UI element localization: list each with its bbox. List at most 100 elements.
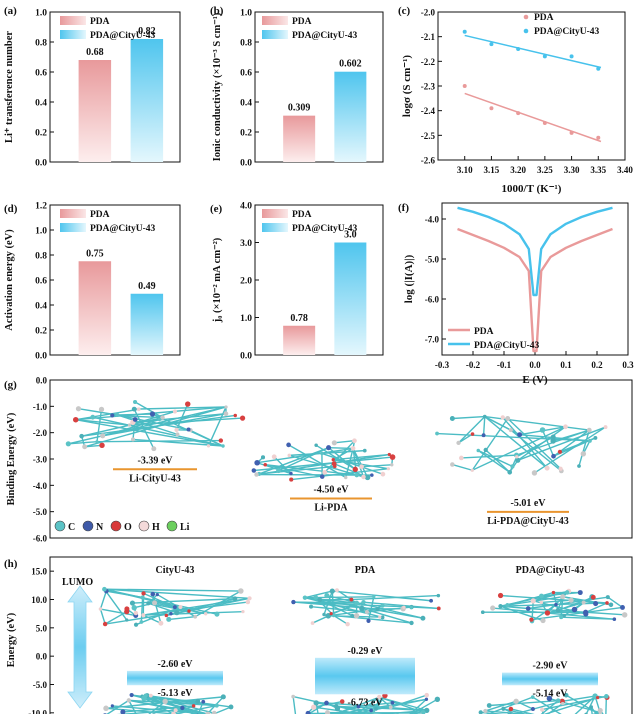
panel-h-lumo-orbital-0-atom — [139, 620, 144, 624]
panel-h-lumo-orbital-0-atom — [166, 616, 172, 622]
panel-h-gap-band-1 — [315, 657, 415, 695]
panel-h-lumo-orbital-0-atom — [178, 604, 183, 610]
panel-h-arrow-label: LUMO — [62, 577, 93, 588]
panel-g-structure-2-bond — [502, 416, 548, 469]
panel-e-ytick-label: 4.0 — [240, 202, 252, 212]
panel-h-homo-orbital-2-atom — [508, 706, 514, 712]
panel-h-homo-orbital-0-bond — [211, 706, 232, 714]
panel-h-lumo-orbital-1-atom — [345, 621, 350, 627]
panel-a-label: (a) — [4, 5, 17, 17]
panel-g-structure-2-atom — [550, 438, 556, 444]
panel-h-lumo-orbital-2-atom — [562, 613, 566, 618]
panel-h-homo-orbital-1-bond — [292, 696, 297, 714]
panel-g-structure-1-atom — [254, 459, 260, 466]
panel-h-lumo-orbital-0-atom — [247, 596, 252, 601]
panel-h-lumo-orbital-1-atom — [291, 599, 296, 605]
panel-h-lumo-orbital-0-atom — [193, 614, 198, 619]
panel-h-lumo-orbital-2-atom — [497, 592, 504, 599]
panel-e-bar-city — [334, 242, 367, 355]
panel-g-structure-0-atom — [224, 405, 228, 409]
panel-h-homo-value-0: -5.13 eV — [158, 688, 194, 699]
panel-h-homo-orbital-1-bond — [313, 706, 369, 714]
panel-g-structure-2-atom — [449, 416, 455, 421]
panel-g-structure-0-atom — [100, 433, 106, 439]
panel-g-structure-2-atom — [470, 432, 475, 436]
panel-g-structure-0 — [65, 399, 246, 452]
panel-h-ytick-label: -10.0 — [28, 708, 47, 714]
panel-h-homo-orbital-2-atom — [546, 695, 553, 702]
panel-h-lumo-orbital-1-atom — [409, 605, 413, 610]
panel-c-point-city — [489, 42, 494, 47]
panel-d-ytick-label: 0.0 — [35, 352, 47, 362]
panel-d-legend-swatch-pda — [60, 209, 86, 218]
panel-h-lumo-orbital-1-atom — [313, 595, 319, 600]
panel-g-ytick-label: -3.0 — [33, 455, 48, 465]
panel-g-structure-2-bond — [534, 426, 606, 474]
panel-h-lumo-orbital-0-atom — [124, 606, 130, 612]
panel-f-legend-pda: PDA — [474, 327, 494, 337]
panel-h-lumo-orbital-1-atom — [436, 593, 441, 598]
panel-h-homo-orbital-0-atom — [228, 704, 234, 710]
panel-g-structure-1-atom — [362, 448, 367, 453]
panel-h-lumo-orbital-0-atom — [155, 592, 159, 597]
panel-c-xtick-label: 3.15 — [484, 165, 500, 175]
panel-h-lumo-orbital-1-atom — [309, 604, 314, 609]
panel-b-value-label-city: 0.602 — [339, 59, 362, 70]
panel-c-legend-pda: PDA — [534, 13, 554, 23]
panel-g-structure-2-atom — [603, 425, 608, 430]
panel-h-lumo-orbital-0-atom — [204, 612, 208, 616]
panel-g-label: (g) — [4, 379, 17, 391]
panel-g-structure-1-atom — [254, 472, 259, 477]
panel-g-structure-0-bond — [81, 414, 236, 437]
panel-h-homo-orbital-1-atom — [311, 704, 317, 710]
panel-g-structure-2-bond — [507, 418, 562, 470]
panel-e-legend-pda: PDA — [292, 210, 312, 220]
panel-g-structure-0-atom — [223, 411, 229, 417]
panel-h-lumo-orbital-1-atom — [329, 611, 333, 616]
panel-g-structure-2-atom — [517, 432, 523, 438]
panel-g-ylabel: Binding Energy (eV) — [6, 412, 17, 505]
panel-h-lumo-orbital-0-bond — [143, 592, 176, 608]
panel-h-lumo-orbital-0-atom — [146, 601, 151, 606]
panel-h-homo-orbital-1-bond — [336, 705, 427, 712]
panel-h-homo-orbital-1-atom — [374, 707, 378, 711]
panel-d-value-label-city: 0.49 — [138, 281, 156, 292]
panel-f-xtick-label: 0.2 — [591, 360, 603, 370]
panel-h-lumo-orbital-1-atom — [310, 621, 315, 625]
panel-g-structure-0-atom — [233, 413, 237, 418]
panel-g-atom-legend-Li: Li — [180, 522, 190, 533]
panel-g-atom-legend-O: O — [124, 522, 132, 533]
panel-h-homo-orbital-1-atom — [313, 700, 319, 706]
panel-g-structure-0-atom — [82, 444, 88, 450]
panel-g-structure-0-bond — [134, 406, 227, 410]
panel-h-lumo-orbital-0-bond — [104, 588, 250, 600]
panel-h-lumo-orbital-2-atom — [498, 604, 503, 609]
panel-g-structure-1-atom — [364, 474, 371, 481]
panel-h-lumo-orbital-1-atom — [402, 605, 406, 609]
panel-h-lumo-orbital-1-atom — [353, 613, 360, 619]
panel-a-ytick-label: 0.2 — [35, 129, 47, 139]
panel-a-ytick-label: 0.8 — [35, 39, 47, 49]
panel-h-lumo-orbital-1-atom — [372, 595, 376, 599]
panel-h-homo-value-1: -6.73 eV — [348, 697, 384, 708]
panel-h-lumo-orbital-0-bond — [143, 610, 243, 616]
panel-h-lumo-orbital-2-atom — [593, 600, 599, 607]
panel-h-homo-orbital-0-bond — [116, 709, 176, 714]
panel-h-ytick-label: 15.0 — [31, 567, 47, 577]
panel-c-fit-city — [464, 34, 602, 69]
panel-h-lumo-orbital-0-atom — [133, 610, 139, 616]
panel-d-ytick-label: 1.2 — [35, 202, 47, 212]
panel-h-homo-orbital-1-atom — [305, 710, 311, 714]
panel-g-structure-2-atom — [450, 462, 455, 467]
panel-g-structure-0-bond — [188, 428, 224, 447]
panel-c-xtick-label: 3.30 — [564, 165, 580, 175]
panel-h-lumo-orbital-0-atom — [102, 586, 107, 592]
panel-g-structure-1-atom — [390, 463, 394, 467]
panel-h-homo-orbital-2-bond — [503, 708, 517, 714]
panel-g-structure-1-atom — [354, 472, 359, 478]
panel-b-ytick-label: 1.0 — [240, 9, 252, 19]
panel-g-structure-1-atom — [289, 471, 293, 476]
panel-h-lumo-orbital-1-atom — [364, 609, 369, 614]
panel-h-homo-orbital-1-bond — [390, 694, 427, 708]
panel-g-structure-0-atom — [99, 442, 105, 449]
